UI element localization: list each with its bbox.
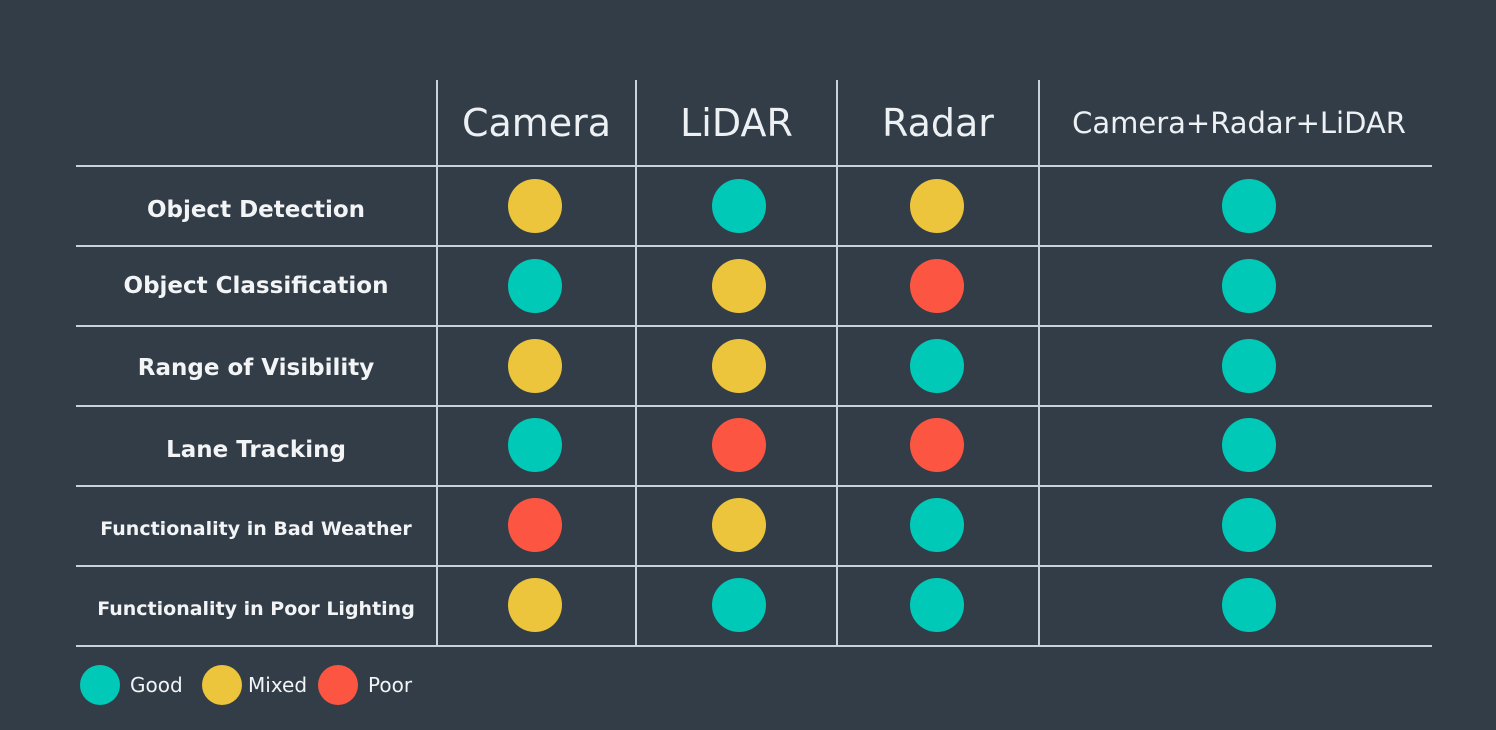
column-header-camera: Camera — [461, 101, 612, 145]
row-label-bad-weather: Functionality in Bad Weather — [100, 518, 412, 540]
legend-mixed-label: Mixed — [248, 673, 308, 697]
rating-dot-mixed — [910, 179, 964, 233]
column-header-lidar: LiDAR — [680, 101, 793, 145]
rating-dot-good — [1222, 179, 1276, 233]
rating-dot-good — [508, 418, 562, 472]
legend-good-icon — [80, 665, 120, 705]
rating-dot-poor — [508, 498, 562, 552]
row-label-range-of-visibility: Range of Visibility — [137, 355, 375, 381]
rating-dot-good — [712, 179, 766, 233]
rating-dot-mixed — [508, 578, 562, 632]
rating-dot-good — [910, 578, 964, 632]
row-label-poor-lighting: Functionality in Poor Lighting — [97, 598, 415, 620]
row-label-lane-tracking: Lane Tracking — [166, 437, 346, 463]
rating-dot-mixed — [712, 259, 766, 313]
row-label-object-detection: Object Detection — [146, 197, 366, 223]
rating-dot-poor — [910, 418, 964, 472]
rating-dot-mixed — [508, 179, 562, 233]
row-label-object-classification: Object Classification — [123, 273, 389, 299]
rating-dot-good — [910, 339, 964, 393]
legend-poor-icon — [318, 665, 358, 705]
legend-poor-label: Poor — [368, 673, 413, 697]
rating-dot-good — [712, 578, 766, 632]
column-header-combined: Camera+Radar+LiDAR — [1072, 106, 1406, 140]
rating-dot-poor — [712, 418, 766, 472]
legend-good-label: Good — [130, 673, 183, 697]
rating-dot-good — [1222, 578, 1276, 632]
column-header-radar: Radar — [882, 101, 994, 145]
rating-dot-good — [1222, 339, 1276, 393]
rating-dot-mixed — [712, 498, 766, 552]
rating-dot-good — [1222, 498, 1276, 552]
rating-dot-good — [1222, 418, 1276, 472]
rating-dot-mixed — [712, 339, 766, 393]
rating-dot-good — [910, 498, 964, 552]
rating-dot-mixed — [508, 339, 562, 393]
legend-mixed-icon — [202, 665, 242, 705]
rating-dot-poor — [910, 259, 964, 313]
rating-dot-good — [508, 259, 562, 313]
rating-dot-good — [1222, 259, 1276, 313]
